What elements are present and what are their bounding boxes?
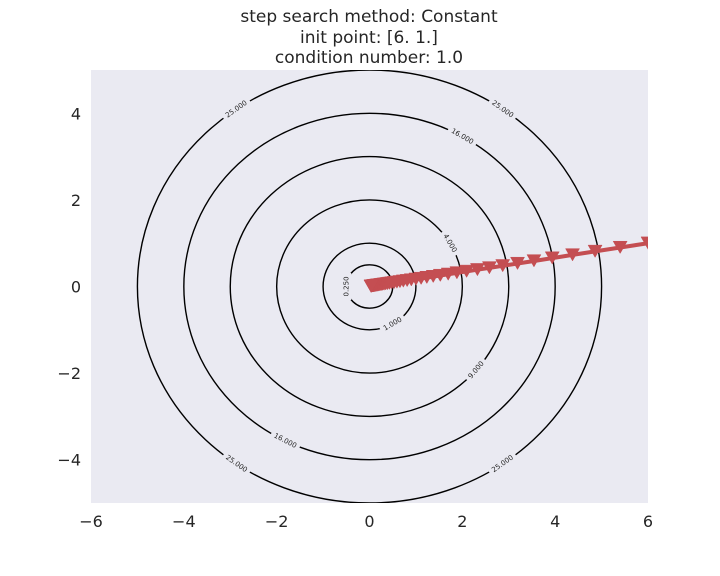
x-tick-label: 6 [643, 512, 653, 531]
contour-line-4 [183, 112, 556, 461]
x-tick-label: −2 [265, 512, 289, 531]
title-line-2: init point: [6. 1.] [300, 28, 438, 48]
title-line-1: step search method: Constant [240, 7, 498, 27]
y-tick-label: 0 [71, 278, 81, 297]
series-point [510, 256, 525, 270]
x-axis-ticks: −6 −4 −2 0 2 4 6 [79, 512, 653, 531]
contour-line-3 [229, 155, 510, 418]
contour-line-2 [275, 199, 464, 374]
series-point [363, 279, 379, 293]
series-point [612, 240, 628, 254]
contour-label-0: 0.250 [341, 273, 352, 300]
x-tick-label: −6 [79, 512, 103, 531]
series-point [640, 236, 648, 250]
x-tick-label: 0 [364, 512, 374, 531]
series-point [469, 263, 485, 277]
contour-label-text: 0.250 [342, 276, 350, 296]
y-tick-label: 4 [71, 104, 81, 123]
descent-path [363, 236, 648, 293]
series-point [526, 254, 542, 268]
series-point [565, 248, 580, 262]
contour-line-5 [136, 70, 603, 503]
contour-line-1 [322, 242, 417, 331]
series-point [587, 244, 603, 258]
series-point [495, 259, 511, 273]
series-point [544, 251, 560, 265]
chart-title: step search method: Constant init point:… [240, 7, 498, 68]
contour-lines [136, 70, 603, 503]
y-tick-label: −2 [57, 364, 81, 383]
series-point [481, 261, 497, 275]
x-tick-label: −4 [172, 512, 196, 531]
title-line-3: condition number: 1.0 [275, 48, 463, 68]
y-axis-ticks: −4 −2 0 2 4 [57, 104, 81, 469]
y-tick-label: −4 [57, 451, 81, 470]
x-tick-label: 4 [550, 512, 560, 531]
y-tick-label: 2 [71, 191, 81, 210]
x-tick-label: 2 [457, 512, 467, 531]
